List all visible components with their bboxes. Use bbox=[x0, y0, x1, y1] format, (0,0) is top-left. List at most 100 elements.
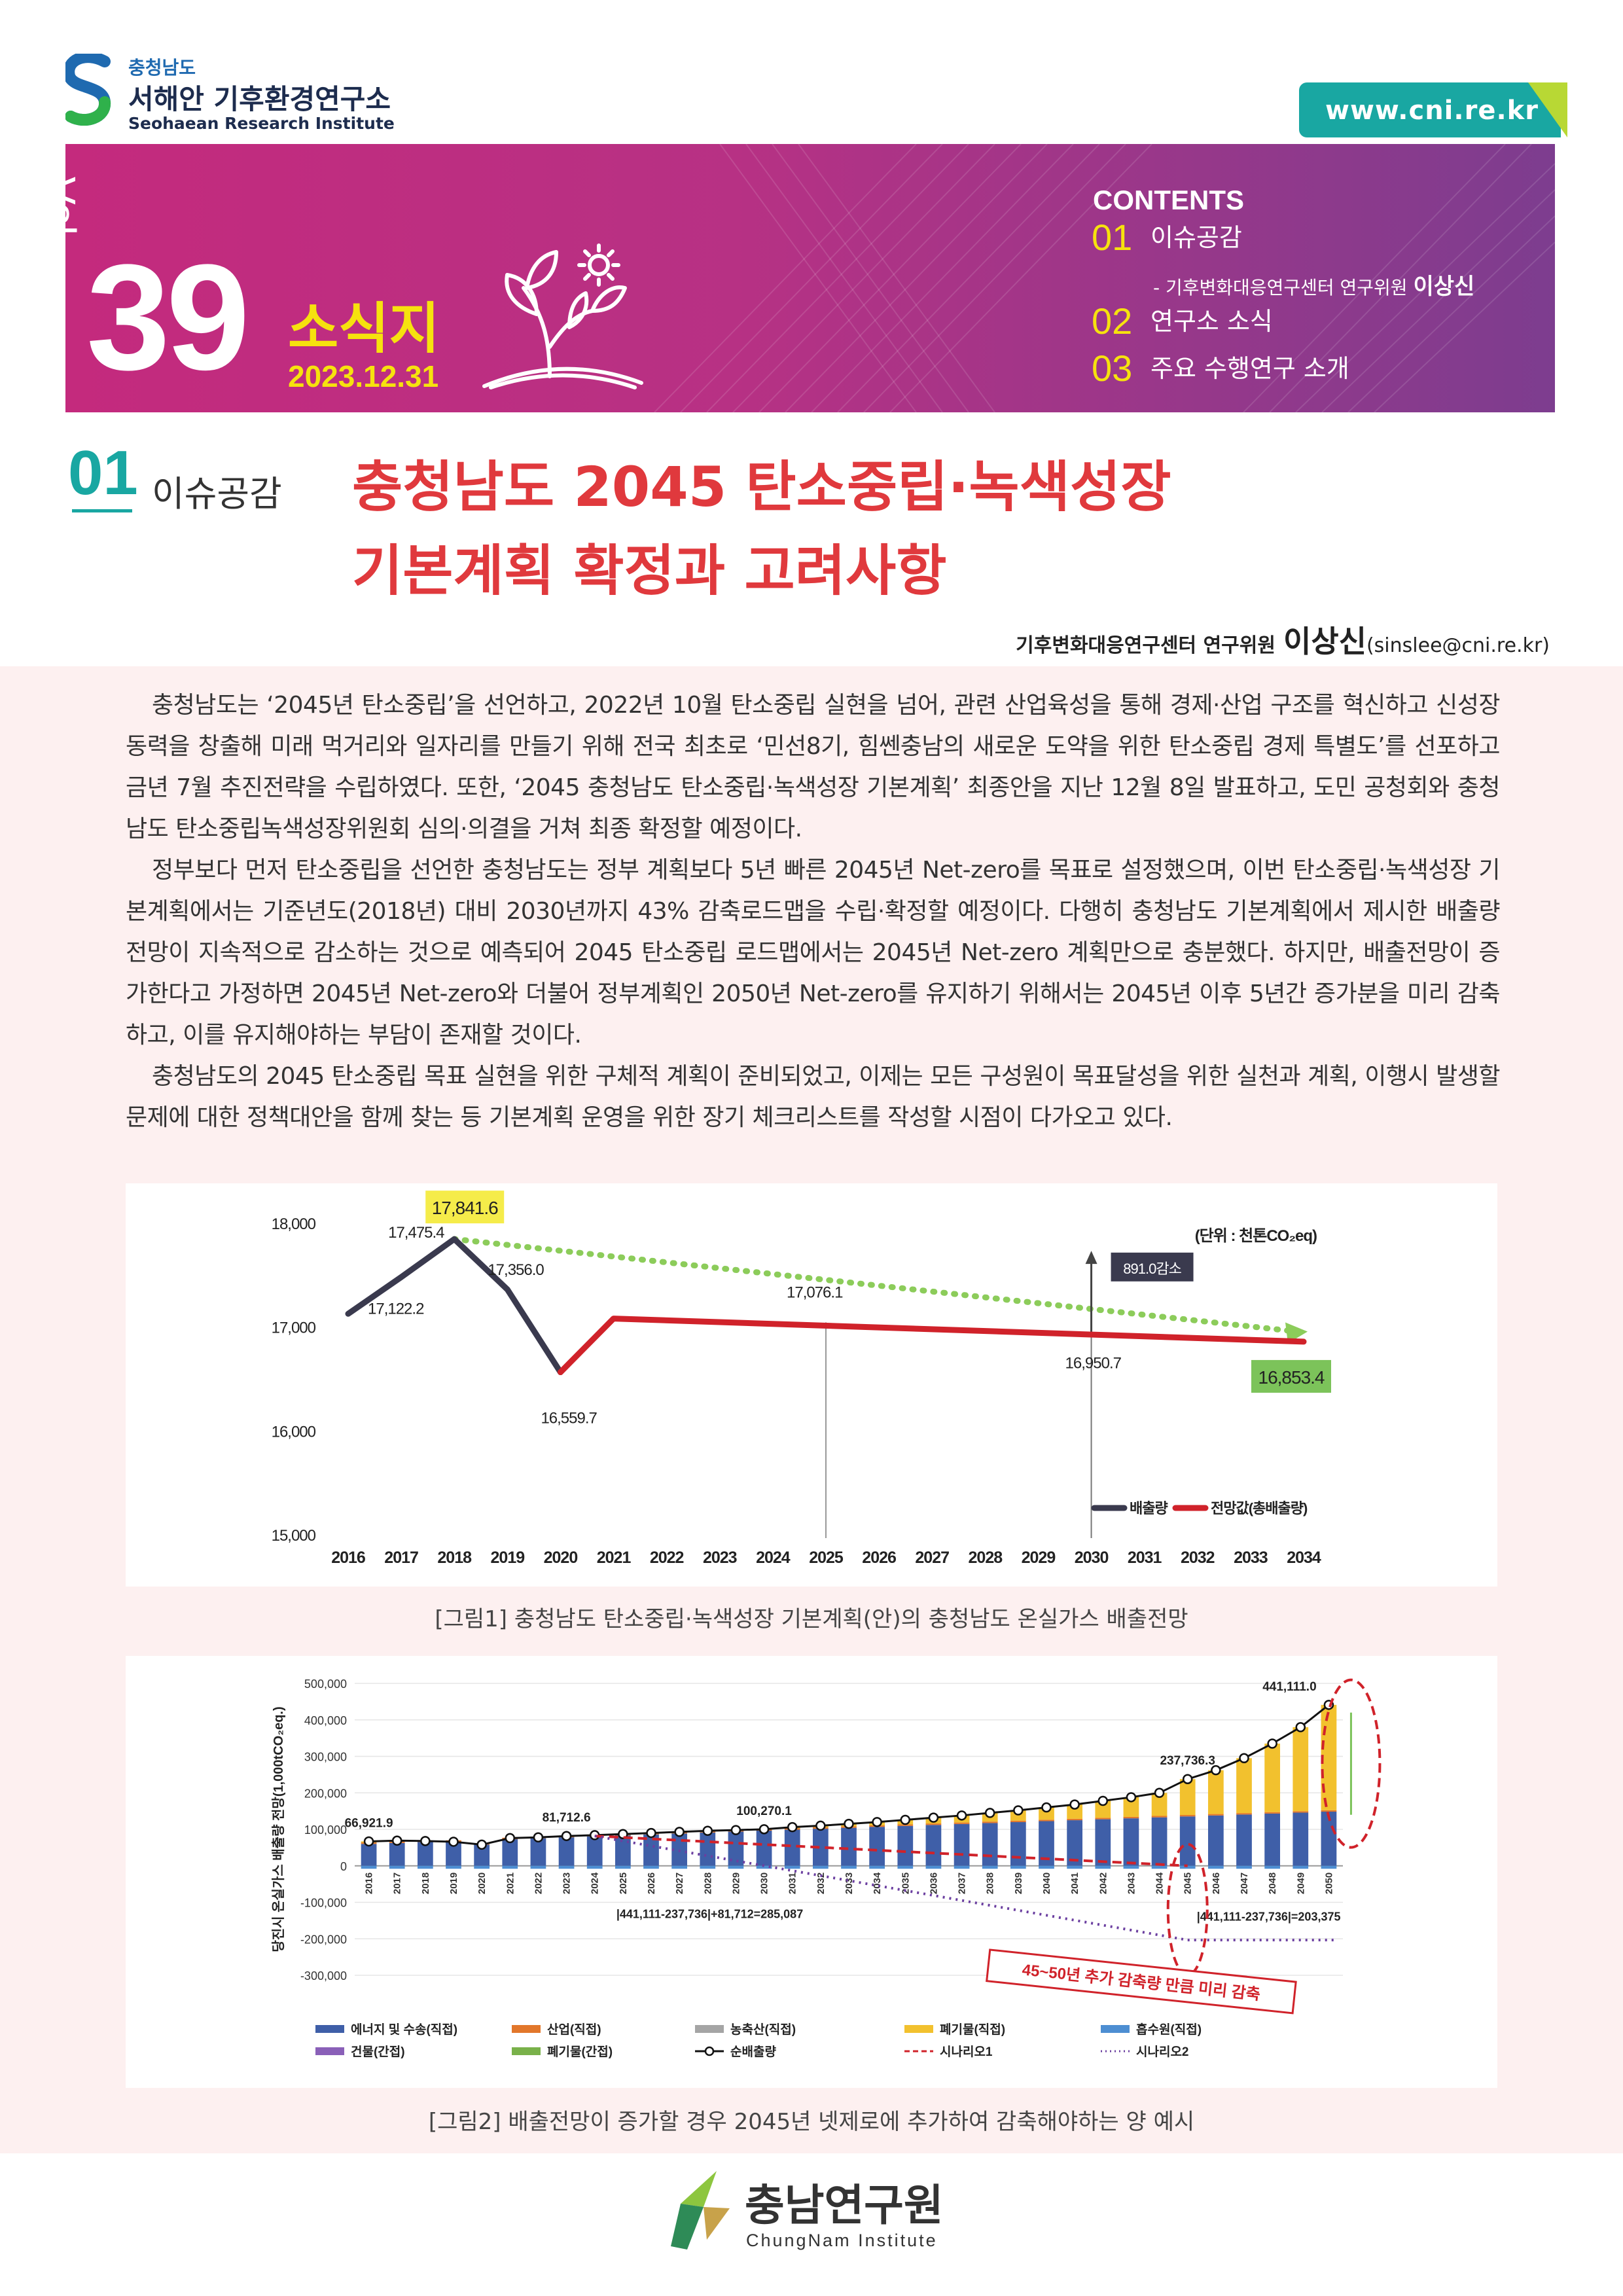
net-emission-point bbox=[1239, 1753, 1249, 1764]
logo-name: 서해안 기후환경연구소 bbox=[128, 83, 391, 115]
toc-item-1[interactable]: 01 이슈공감 bbox=[1092, 216, 1242, 259]
x-tick-label: 2032 bbox=[1181, 1549, 1215, 1567]
bar-energy bbox=[1151, 1817, 1168, 1866]
byline-name: 이상신 bbox=[1283, 624, 1366, 659]
website-link[interactable]: www.cni.re.kr bbox=[1325, 96, 1539, 126]
bar-sink bbox=[728, 1865, 744, 1869]
bar-sink bbox=[925, 1865, 942, 1869]
website-tab-accent bbox=[1528, 82, 1567, 137]
net-emission-point bbox=[956, 1810, 967, 1821]
bar-energy bbox=[982, 1823, 998, 1866]
section-number: 01 bbox=[68, 438, 138, 508]
x-tick-label: 2022 bbox=[650, 1549, 684, 1567]
bar-sink bbox=[417, 1865, 433, 1869]
x-tick-label: 2027 bbox=[915, 1549, 949, 1567]
x-tick-label: 2020 bbox=[476, 1873, 488, 1894]
legend-swatch bbox=[904, 2025, 933, 2033]
data-label-2019: 17,356.0 bbox=[488, 1261, 544, 1279]
net-emission-point bbox=[420, 1836, 431, 1846]
bar-waste bbox=[1123, 1797, 1139, 1817]
net-emission-point bbox=[872, 1817, 882, 1827]
net-emission-point bbox=[1041, 1802, 1052, 1813]
bar-energy bbox=[530, 1838, 546, 1866]
bar-energy bbox=[1179, 1816, 1196, 1866]
bar-sink bbox=[1236, 1865, 1252, 1869]
bar-sink bbox=[841, 1865, 857, 1869]
reduction-arrow-head bbox=[1085, 1251, 1097, 1265]
data-label-2030: 100,270.1 bbox=[736, 1804, 792, 1818]
note-1: |441,111-237,736|+81,712=285,087 bbox=[616, 1908, 803, 1921]
data-label-2050: 441,111.0 bbox=[1262, 1680, 1316, 1694]
x-tick-label: 2025 bbox=[618, 1873, 629, 1894]
legend-label: 농축산(직접) bbox=[730, 2022, 796, 2037]
series-line-2 bbox=[557, 1316, 1307, 1376]
section-underline bbox=[72, 509, 132, 512]
toc-item-2[interactable]: 02 연구소 소식 bbox=[1092, 300, 1273, 342]
bar-industry bbox=[1236, 1813, 1252, 1815]
legend-label: 건물(간접) bbox=[351, 2045, 405, 2059]
net-emission-point bbox=[363, 1836, 374, 1847]
net-emission-point bbox=[702, 1825, 713, 1836]
bar-energy bbox=[558, 1837, 575, 1866]
bar-energy bbox=[1236, 1814, 1252, 1866]
x-tick-label: 2037 bbox=[957, 1873, 968, 1894]
bar-industry bbox=[1067, 1818, 1083, 1821]
x-tick-label: 2050 bbox=[1323, 1873, 1334, 1894]
bar-energy bbox=[897, 1825, 914, 1866]
y-tick-label: 16,000 bbox=[272, 1423, 316, 1441]
byline: 기후변화대응연구센터 연구위원 이상신(sinslee@cni.re.kr) bbox=[1016, 618, 1550, 661]
x-tick-label: 2049 bbox=[1295, 1873, 1306, 1894]
x-tick-label: 2029 bbox=[1022, 1549, 1056, 1567]
website-tab[interactable] bbox=[1299, 82, 1561, 137]
bar-energy bbox=[954, 1823, 970, 1866]
institute-logo[interactable]: 충청남도 서해안 기후환경연구소 Seohaean Research Insti… bbox=[65, 54, 432, 139]
figure-1-caption: [그림1] 충청남도 탄소중립·녹색성장 기본계획(안)의 충청남도 온실가스 … bbox=[435, 1606, 1188, 1632]
legend-label: 폐기물(직접) bbox=[940, 2022, 1005, 2037]
x-tick-label: 2021 bbox=[597, 1549, 632, 1567]
bar-energy bbox=[841, 1827, 857, 1866]
legend-label: 시나리오1 bbox=[940, 2045, 993, 2059]
data-label-2017: 17,475.4 bbox=[388, 1224, 444, 1242]
bar-waste bbox=[1293, 1727, 1309, 1812]
net-emission-point bbox=[984, 1808, 995, 1818]
data-label-2016: 66,921.9 bbox=[345, 1816, 393, 1830]
bar-sink bbox=[1207, 1865, 1224, 1869]
bar-energy bbox=[417, 1842, 433, 1866]
contents-title: CONTENTS bbox=[1093, 185, 1244, 215]
bar-industry bbox=[1321, 1810, 1337, 1812]
x-tick-label: 2040 bbox=[1041, 1873, 1052, 1894]
net-emission-point bbox=[618, 1829, 628, 1839]
byline-email[interactable]: (sinslee@cni.re.kr) bbox=[1366, 634, 1550, 657]
x-tick-label: 2048 bbox=[1267, 1873, 1278, 1894]
x-tick-label: 2031 bbox=[1128, 1549, 1162, 1567]
bar-sink bbox=[1095, 1865, 1111, 1869]
bar-industry bbox=[1264, 1812, 1281, 1814]
paragraph-2: 정부보다 먼저 탄소중립을 선언한 충청남도는 정부 계획보다 5년 빠른 20… bbox=[126, 857, 1501, 1049]
x-tick-label: 2036 bbox=[928, 1873, 939, 1894]
trend-arrow-head bbox=[1285, 1322, 1308, 1344]
bar-waste bbox=[1207, 1770, 1224, 1814]
bar-energy bbox=[1321, 1812, 1337, 1866]
x-tick-label: 2046 bbox=[1211, 1873, 1222, 1894]
legend-swatch-marker bbox=[704, 2046, 715, 2056]
legend-label: 순배출량 bbox=[730, 2045, 776, 2059]
bar-energy bbox=[446, 1841, 461, 1866]
x-tick-label: 2042 bbox=[1097, 1873, 1109, 1894]
bar-industry bbox=[982, 1821, 998, 1823]
legend-label: 흡수원(직접) bbox=[1136, 2022, 1202, 2037]
data-label-2018: 17,841.6 bbox=[432, 1198, 498, 1218]
x-tick-label: 2018 bbox=[437, 1549, 472, 1567]
paragraph-1: 충청남도는 ‘2045년 탄소중립’을 선언하고, 2022년 10월 탄소중립… bbox=[126, 692, 1501, 842]
y-tick-label: 300,000 bbox=[304, 1751, 347, 1764]
x-tick-label: 2030 bbox=[759, 1873, 770, 1894]
footer-org-name[interactable]: 충남연구원 bbox=[745, 2180, 944, 2231]
net-emission-point bbox=[730, 1825, 741, 1835]
data-label-2023: 81,712.6 bbox=[543, 1811, 591, 1825]
net-emission-point bbox=[646, 1827, 656, 1839]
toc-sub-text: - 기후변화대응연구센터 연구위원 bbox=[1153, 277, 1408, 298]
banner-pattern bbox=[654, 144, 1555, 412]
bar-sink bbox=[784, 1865, 800, 1869]
bar-sink bbox=[812, 1865, 829, 1869]
toc-item-3[interactable]: 03 주요 수행연구 소개 bbox=[1092, 347, 1349, 389]
footer-org-name-en: ChungNam Institute bbox=[746, 2231, 938, 2250]
